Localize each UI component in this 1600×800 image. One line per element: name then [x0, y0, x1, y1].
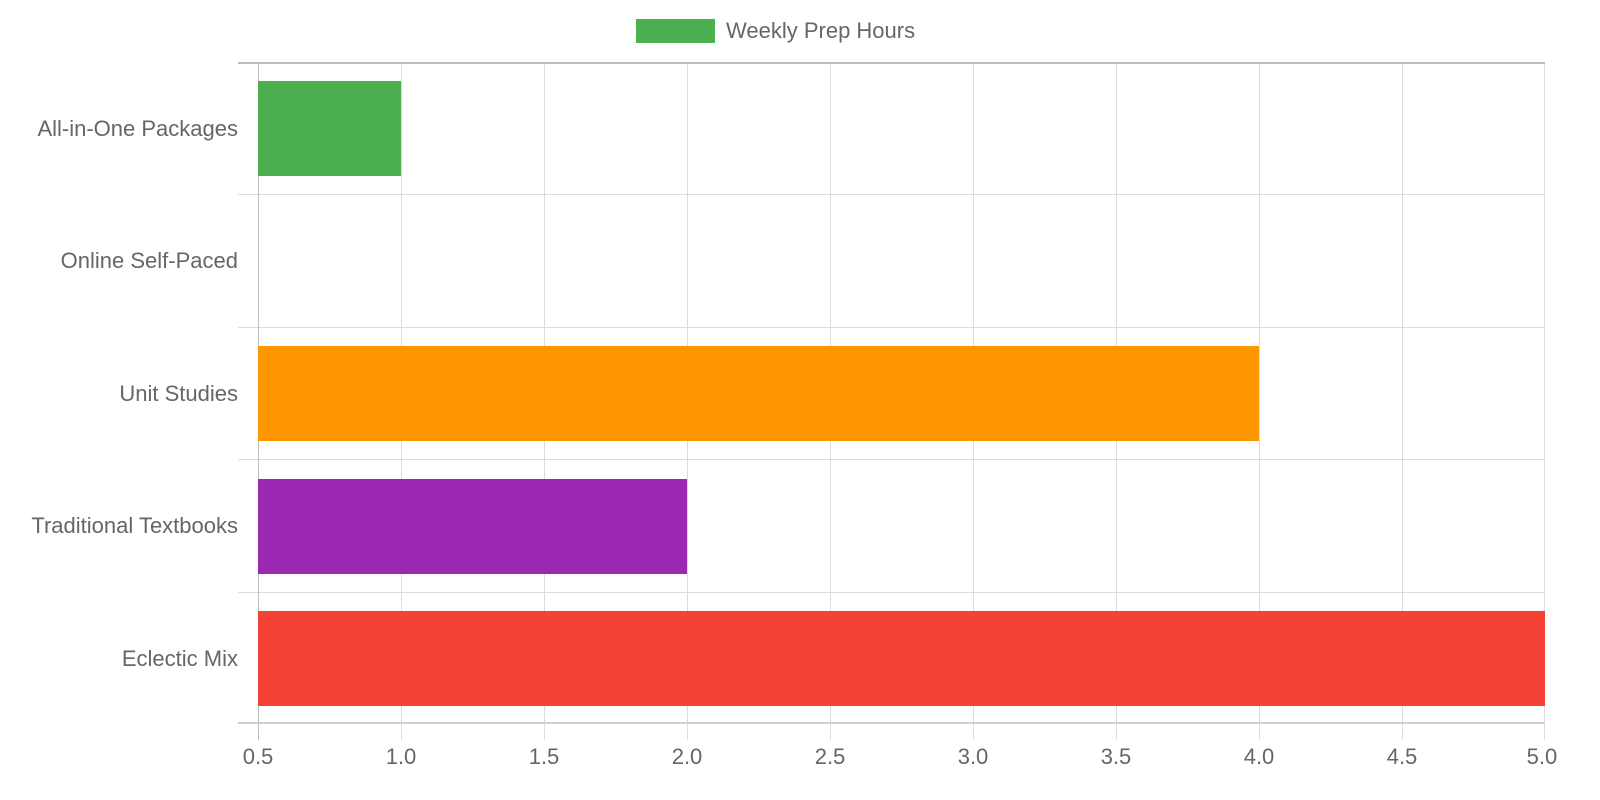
x-tick-label: 2.0	[671, 744, 703, 769]
bar-all-in-one-packages[interactable]	[258, 81, 401, 176]
x-tick-label: 4.0	[1243, 744, 1275, 769]
gridline-x	[1259, 62, 1260, 740]
gridline-y	[238, 194, 1545, 195]
x-tick-label: 3.5	[1100, 744, 1132, 769]
legend-swatch	[636, 19, 715, 43]
gridline-y	[238, 592, 1545, 593]
x-tick-label: 5.0	[1526, 744, 1558, 769]
y-label: Eclectic Mix	[121, 646, 238, 671]
x-tick-label: 3.0	[957, 744, 989, 769]
x-tick-label: 4.5	[1386, 744, 1418, 769]
x-axis-line	[238, 722, 1545, 724]
x-tick-label: 2.5	[814, 744, 846, 769]
bar-traditional-textbooks[interactable]	[258, 479, 687, 574]
plot-area	[238, 62, 1545, 740]
x-tick-label: 1.5	[528, 744, 560, 769]
gridline-y	[238, 459, 1545, 460]
gridline-y	[238, 327, 1545, 328]
x-tick-label: 0.5	[242, 744, 274, 769]
gridline-x	[1544, 62, 1545, 740]
bar-unit-studies[interactable]	[258, 346, 1259, 441]
y-label: Unit Studies	[119, 381, 238, 406]
legend-label: Weekly Prep Hours	[726, 18, 916, 43]
gridline-x	[1402, 62, 1403, 740]
legend[interactable]: Weekly Prep Hours	[636, 18, 915, 44]
x-tick-label: 1.0	[385, 744, 417, 769]
y-label: Online Self-Paced	[60, 248, 238, 273]
bar-eclectic-mix[interactable]	[258, 611, 1545, 706]
axis-top-border	[238, 62, 1545, 64]
y-label: Traditional Textbooks	[31, 513, 238, 538]
y-label: All-in-One Packages	[37, 116, 238, 141]
